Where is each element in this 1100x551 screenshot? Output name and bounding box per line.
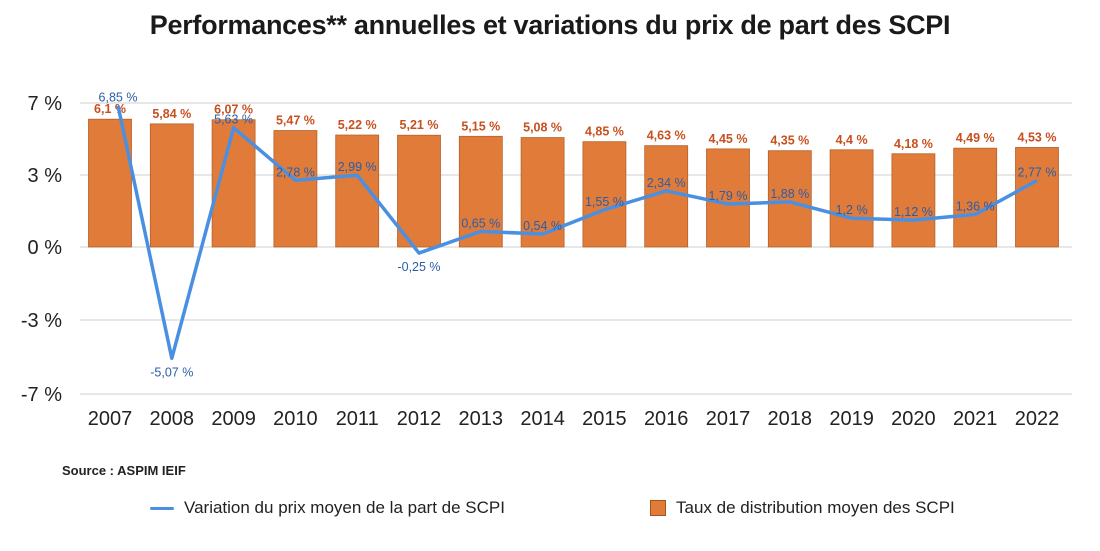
legend-bar-swatch <box>650 500 666 516</box>
bar-data-label: 4,63 % <box>647 129 686 143</box>
line-data-label: 1,88 % <box>770 187 809 201</box>
bar <box>582 141 627 248</box>
bar <box>891 153 936 248</box>
legend-item-line: Variation du prix moyen de la part de SC… <box>150 498 505 518</box>
line-data-label: 1,2 % <box>836 203 868 217</box>
x-tick-label: 2020 <box>891 408 936 430</box>
x-tick-label: 2007 <box>88 408 133 430</box>
line-data-label: 1,12 % <box>894 205 933 219</box>
x-axis-ticks: 2007 2008 2009 2010 2011 2012 2013 2014 2015 2016… <box>88 408 1060 430</box>
series-line <box>116 105 1038 361</box>
x-tick-label: 2021 <box>953 408 998 430</box>
line-series: 6,85 % -5,07 % 5,63 % 2,78 % 2,99 % -0,25 % 0,… <box>99 91 1057 380</box>
bar <box>706 148 750 248</box>
y-tick-label: -7 % <box>21 384 62 406</box>
bar-data-label: 4,4 % <box>836 133 868 147</box>
x-tick-label: 2018 <box>768 408 813 430</box>
bar-data-label: 6,07 % <box>214 103 253 117</box>
line-data-label: 6,85 % <box>99 91 138 105</box>
x-tick-label: 2013 <box>459 408 504 430</box>
x-tick-label: 2009 <box>211 408 256 430</box>
bar-data-label: 5,84 % <box>152 107 191 121</box>
bar <box>335 134 380 248</box>
bar <box>1015 147 1059 248</box>
bar-data-label: 4,45 % <box>709 132 748 146</box>
bar-data-label: 4,18 % <box>894 137 933 151</box>
bar <box>953 147 998 248</box>
x-tick-label: 2015 <box>582 408 627 430</box>
bar-data-label: 5,22 % <box>338 118 377 132</box>
bar <box>397 134 441 248</box>
line-data-label: 0,65 % <box>461 216 500 230</box>
bar <box>149 123 194 248</box>
bar <box>273 130 318 248</box>
bar-data-label: 5,15 % <box>461 119 500 133</box>
x-tick-label: 2022 <box>1015 408 1060 430</box>
line-data-label: 2,78 % <box>276 165 315 179</box>
legend-line-label: Variation du prix moyen de la part de SC… <box>184 498 505 517</box>
chart-svg: 7 %3 %0 %-3 %-7 % 6,1 % 5,84 % 6,07 %5,47 … <box>21 91 1072 430</box>
legend-line-swatch <box>150 506 174 510</box>
x-tick-label: 2017 <box>706 408 751 430</box>
bar <box>829 149 874 248</box>
bar-series: 6,1 % 5,84 % 6,07 %5,47 % 5,22 % 5,21 % 5,15 … <box>88 102 1059 248</box>
y-tick-label: 3 % <box>28 165 63 187</box>
bar-data-label: 4,35 % <box>770 134 809 148</box>
source-note: Source : ASPIM IEIF <box>62 463 186 478</box>
line-data-label: 2,99 % <box>338 160 377 174</box>
bar-data-label: 5,08 % <box>523 121 562 135</box>
line-data-label: 5,63 % <box>214 113 253 127</box>
line-data-label: 1,79 % <box>709 189 748 203</box>
line-data-label: -5,07 % <box>150 365 193 379</box>
x-tick-label: 2014 <box>520 408 565 430</box>
x-tick-label: 2016 <box>644 408 689 430</box>
bar-data-label: 4,85 % <box>585 125 624 139</box>
line-data-label: -0,25 % <box>397 260 440 274</box>
line-data-label: 1,36 % <box>956 199 995 213</box>
chart-title: Performances** annuelles et variations d… <box>149 10 951 40</box>
y-axis-ticks: 7 % 3 % 0 % -3 % -7 % <box>21 93 62 406</box>
y-tick-label: -3 % <box>21 310 62 332</box>
bar-data-label: 4,49 % <box>956 131 995 145</box>
y-tick-label: 7 % <box>28 93 63 115</box>
x-tick-label: 2008 <box>150 408 195 430</box>
line-data-label: 2,34 % <box>647 176 686 190</box>
bar <box>458 135 503 248</box>
x-tick-label: 2010 <box>273 408 318 430</box>
bar-data-label: 5,21 % <box>400 118 439 132</box>
line-data-label: 2,77 % <box>1018 166 1057 180</box>
legend-item-bar: Taux de distribution moyen des SCPI <box>650 498 955 518</box>
bar-data-label: 4,53 % <box>1018 130 1057 144</box>
bar <box>767 150 812 248</box>
x-tick-label: 2012 <box>397 408 442 430</box>
line-data-label: 0,54 % <box>523 219 562 233</box>
legend-bar-label: Taux de distribution moyen des SCPI <box>676 498 955 517</box>
x-tick-label: 2019 <box>829 408 874 430</box>
line-data-label: 1,55 % <box>585 195 624 209</box>
y-tick-label: 0 % <box>28 237 63 259</box>
x-tick-label: 2011 <box>336 408 379 430</box>
bar-data-label: 5,47 % <box>276 114 315 128</box>
